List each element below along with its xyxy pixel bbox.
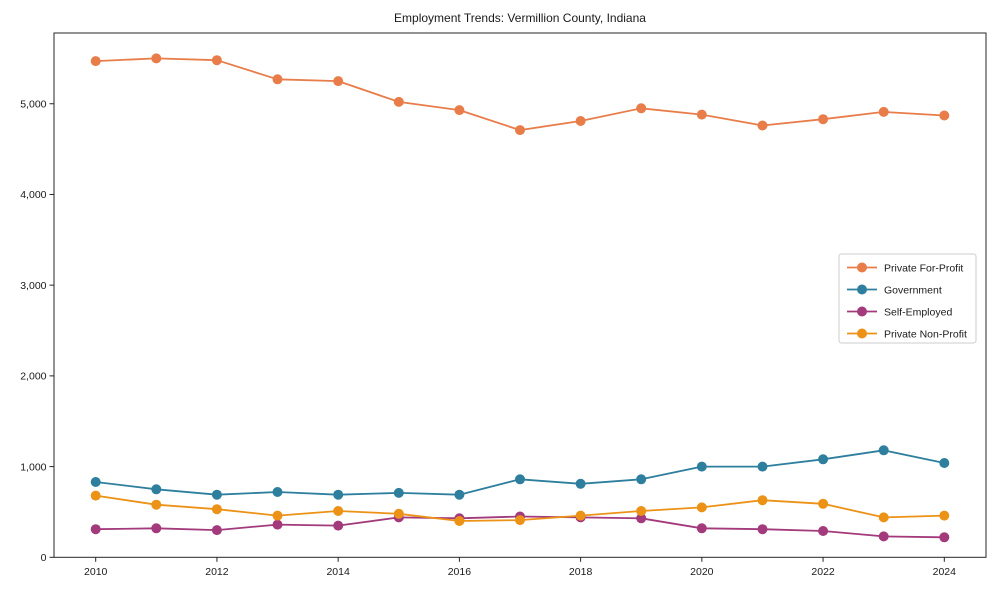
data-point-private-non-profit-2013 — [272, 510, 283, 521]
legend-label-government: Government — [884, 284, 942, 296]
data-point-private-non-profit-2014 — [333, 506, 344, 516]
data-point-private-non-profit-2012 — [211, 504, 222, 515]
data-point-government-2022 — [818, 454, 829, 465]
legend-item-private-for-profit: Private For-Profit — [847, 262, 963, 274]
y-tick-label: 1,000 — [20, 461, 46, 473]
data-point-private-non-profit-2015 — [393, 508, 404, 519]
y-tick-label: 5,000 — [20, 98, 46, 110]
data-point-private-for-profit-2020 — [696, 109, 707, 120]
data-point-private-non-profit-2018 — [575, 510, 586, 521]
legend-label-private-for-profit: Private For-Profit — [884, 262, 963, 274]
y-tick-label: 4,000 — [20, 189, 46, 201]
series-private-non-profit — [90, 490, 950, 526]
data-point-government-2021 — [757, 461, 768, 472]
data-point-government-2010 — [90, 477, 101, 487]
data-point-private-for-profit-2015 — [393, 96, 404, 107]
axes-box — [53, 32, 987, 558]
legend-marker — [857, 262, 867, 273]
data-point-self-employed-2021 — [757, 524, 768, 535]
data-point-private-non-profit-2019 — [636, 506, 647, 516]
data-point-self-employed-2014 — [333, 520, 344, 531]
data-point-government-2013 — [272, 487, 283, 497]
data-point-government-2011 — [151, 484, 162, 495]
data-point-government-2017 — [515, 474, 525, 485]
data-point-government-2016 — [454, 489, 465, 500]
x-axis-ticks: 2010 2012 2014 2016 2018 2020 2022 2024 — [84, 557, 956, 578]
y-axis-ticks: 0 1,000 2,000 3,000 4,000 5,000 — [20, 98, 54, 564]
legend-marker — [857, 328, 867, 339]
legend-item-private-non-profit: Private Non-Profit — [847, 328, 967, 340]
y-tick-label: 2,000 — [20, 371, 46, 383]
data-point-private-for-profit-2017 — [515, 125, 525, 136]
data-point-private-for-profit-2012 — [211, 55, 222, 66]
data-point-self-employed-2013 — [272, 519, 283, 530]
data-point-private-for-profit-2010 — [90, 56, 101, 67]
data-point-self-employed-2020 — [696, 523, 707, 534]
data-point-government-2018 — [575, 478, 586, 489]
data-point-government-2015 — [393, 487, 404, 498]
legend-marker — [857, 284, 867, 295]
data-point-government-2023 — [878, 445, 889, 456]
data-point-self-employed-2011 — [151, 523, 162, 534]
x-tick-label: 2018 — [569, 566, 593, 578]
y-tick-label: 3,000 — [20, 280, 46, 292]
x-tick-label: 2016 — [448, 566, 472, 578]
data-point-private-for-profit-2023 — [878, 106, 889, 117]
data-point-government-2012 — [211, 489, 222, 500]
legend-marker — [857, 306, 867, 317]
data-point-private-non-profit-2024 — [939, 510, 950, 521]
legend-label-self-employed: Self-Employed — [884, 306, 952, 318]
data-point-private-for-profit-2014 — [333, 76, 344, 87]
data-point-self-employed-2023 — [878, 531, 889, 542]
data-point-private-non-profit-2020 — [696, 502, 707, 513]
data-point-private-for-profit-2018 — [575, 116, 586, 126]
data-point-government-2020 — [696, 461, 707, 472]
x-tick-label: 2022 — [811, 566, 835, 578]
data-point-self-employed-2022 — [818, 526, 829, 536]
data-point-private-for-profit-2024 — [939, 110, 950, 121]
x-tick-label: 2024 — [933, 566, 957, 578]
y-tick-label: 0 — [41, 552, 47, 564]
x-tick-label: 2012 — [205, 566, 229, 578]
data-point-government-2019 — [636, 474, 647, 485]
data-point-government-2024 — [939, 458, 950, 468]
data-point-private-for-profit-2022 — [818, 114, 829, 125]
legend-box — [838, 253, 977, 344]
chart-title: Employment Trends: Vermillion County, In… — [394, 11, 646, 25]
data-point-self-employed-2024 — [939, 532, 950, 543]
legend-item-government: Government — [847, 284, 942, 296]
data-point-private-for-profit-2011 — [151, 53, 162, 64]
legend: Private For-Profit Government Self-Employe… — [838, 253, 977, 344]
data-point-private-non-profit-2022 — [818, 498, 829, 509]
data-point-private-for-profit-2013 — [272, 74, 283, 85]
data-point-government-2014 — [333, 489, 344, 500]
data-point-private-non-profit-2011 — [151, 499, 162, 510]
data-point-self-employed-2012 — [211, 525, 222, 536]
data-point-private-for-profit-2019 — [636, 103, 647, 114]
legend-label-private-non-profit: Private Non-Profit — [884, 328, 967, 340]
series-line-government — [94, 449, 946, 496]
series-private-for-profit — [90, 53, 950, 136]
data-point-private-for-profit-2016 — [454, 105, 465, 116]
data-point-self-employed-2019 — [636, 513, 647, 524]
data-point-private-non-profit-2021 — [757, 495, 768, 506]
data-point-private-non-profit-2016 — [454, 516, 465, 526]
x-tick-label: 2010 — [84, 566, 108, 578]
series-line-private-for-profit — [94, 57, 946, 132]
data-point-private-for-profit-2021 — [757, 120, 768, 131]
x-tick-label: 2014 — [326, 566, 350, 578]
data-point-private-non-profit-2023 — [878, 512, 889, 523]
series-government — [90, 445, 950, 500]
legend-item-self-employed: Self-Employed — [847, 306, 952, 318]
x-tick-label: 2020 — [690, 566, 714, 578]
data-point-self-employed-2010 — [90, 524, 101, 535]
data-point-private-non-profit-2010 — [90, 490, 101, 501]
data-point-private-non-profit-2017 — [515, 515, 525, 526]
